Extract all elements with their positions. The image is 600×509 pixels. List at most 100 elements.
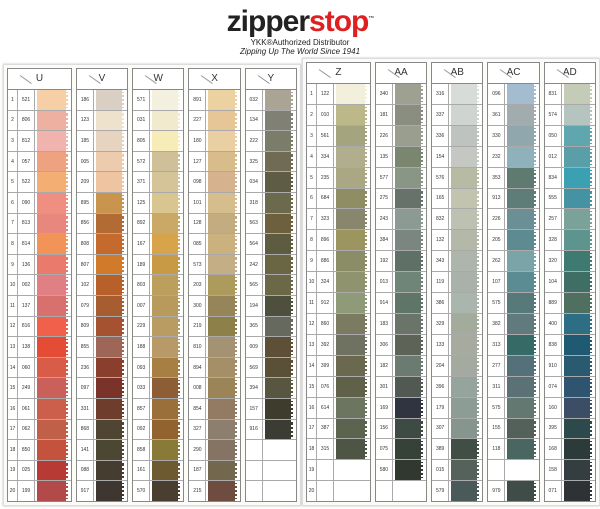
zipper-tape-swatch [208,131,237,151]
zipper-tape-swatch [152,90,181,110]
color-row: 20 [307,481,370,502]
color-row: 079 [76,295,128,317]
color-row: 337 [432,104,483,126]
row-number: 10 [8,275,18,295]
zipper-tape-swatch [152,357,181,378]
zipper-tape-swatch [336,313,367,334]
row-number: 1 [8,90,18,110]
zipper-tape-swatch [563,104,592,125]
zipper-tape-swatch [563,125,592,146]
zipper-tape-swatch [451,104,480,125]
color-row: 187 [189,460,240,482]
color-code: 107 [488,272,506,293]
row-number: 4 [8,151,18,172]
color-code: 079 [77,295,94,316]
color-row: 232 [488,146,539,168]
zipper-tape-swatch [336,209,367,230]
row-number: 2 [8,110,18,131]
color-row: 205 [488,230,539,252]
zipper-tape-swatch [95,275,125,295]
color-row: 910 [544,355,595,377]
color-row: 809 [76,316,128,338]
zipper-tape-swatch [264,295,293,316]
color-code: 194 [246,295,263,316]
color-row: 123 [76,110,128,132]
zipper-tape-swatch [336,460,367,480]
color-code: 913 [488,188,506,209]
color-card-right: Z 1 122 2 010 3 561 4 334 5 235 6 684 7 323 8 896 9 886 10 3… [302,58,600,506]
color-row: 18 850 [8,440,71,461]
color-row: 226 [375,125,427,147]
color-row: 20 199 [8,481,71,501]
color-row: 189 [133,254,184,276]
color-code: 183 [376,313,393,334]
row-number: 16 [307,397,317,418]
color-row: 336 [432,125,483,147]
column-header: W [133,69,184,90]
row-number: 3 [8,131,18,151]
zipper-tape-swatch [208,213,237,234]
color-row: 320 [544,251,595,273]
color-code: 521 [18,90,35,110]
color-code [317,460,334,481]
zipper-tape-swatch [37,440,68,460]
color-code: 805 [133,131,151,151]
color-row: 204 [432,355,483,377]
zipper-tape-swatch [37,398,68,419]
color-code: 318 [246,192,263,213]
color-code: 074 [545,376,562,397]
color-code: 330 [488,125,506,146]
color-code: 031 [133,110,151,131]
color-row: 7 323 [307,209,370,231]
color-row: 219 [189,316,240,338]
color-row: 10 002 [8,275,71,296]
color-row: 088 [76,460,128,482]
header-divider [201,75,214,84]
color-row: 167 [133,234,184,255]
zipper-tape-swatch [451,84,480,104]
color-code: 384 [376,230,393,251]
color-code: 168 [545,439,562,460]
header-divider [556,69,569,78]
color-row: 19 025 [8,460,71,482]
color-code: 262 [488,251,506,272]
zipper-tape-swatch [507,251,536,272]
row-number: 19 [8,460,18,481]
zipper-tape-swatch [208,378,237,398]
color-code: 868 [77,419,94,440]
color-row: 306 [375,334,427,356]
color-code: 812 [18,131,35,151]
column-header: V [76,69,128,90]
column-header: Y [245,69,296,90]
color-code: 182 [376,355,393,376]
zipper-tape-swatch [95,90,125,110]
row-number: 6 [8,192,18,213]
color-code: 134 [246,110,263,131]
zipper-tape-swatch [394,230,424,251]
color-code: 569 [246,357,263,378]
zipper-tape-swatch [152,234,181,254]
zipper-tape-swatch [394,313,424,334]
color-row: 894 [189,357,240,379]
color-row: 16 061 [8,398,71,420]
color-code: 188 [133,337,151,357]
column-header: AA [375,63,427,84]
color-row: 157 [245,398,296,420]
row-number: 19 [307,460,317,481]
zipper-tape-swatch [95,316,125,337]
zipper-tape-swatch [336,439,367,460]
color-code: 816 [18,316,35,337]
color-row: 11 912 [307,293,370,314]
color-row: 104 [544,272,595,294]
zipper-tape-swatch [95,234,125,254]
color-row: 125 [133,192,184,214]
color-code: 128 [189,213,207,234]
color-row: 571 [133,90,184,111]
zipper-tape-swatch [37,254,68,275]
color-code: 300 [189,295,207,316]
color-row: 008 [189,378,240,399]
zipper-tape-swatch [208,316,237,337]
zipper-tape-swatch [95,460,125,481]
zipper-tape-swatch [451,251,480,272]
color-code: 394 [246,378,263,398]
